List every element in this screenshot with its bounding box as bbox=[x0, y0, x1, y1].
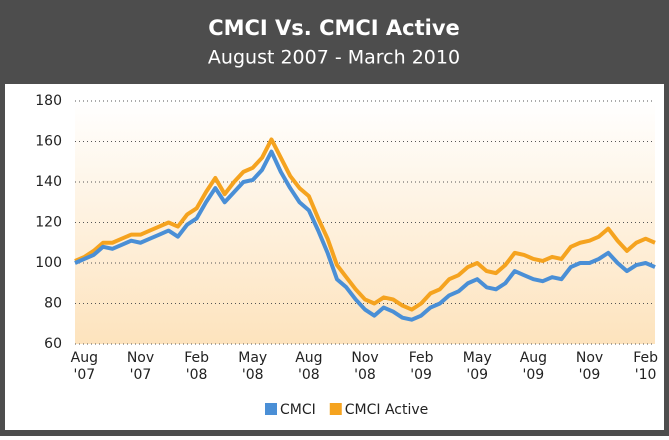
x-tick-label: Aug '08 bbox=[295, 350, 322, 383]
y-tick-label: 180 bbox=[35, 93, 62, 109]
legend-swatch bbox=[265, 403, 277, 415]
y-tick-label: 160 bbox=[35, 134, 62, 150]
y-tick-label: 120 bbox=[35, 215, 62, 231]
x-tick-label: Nov '07 bbox=[127, 350, 154, 383]
x-tick-label: Nov '08 bbox=[351, 350, 378, 383]
series-line bbox=[74, 137, 656, 312]
y-tick-label: 60 bbox=[44, 336, 62, 352]
x-tick-label: Aug '07 bbox=[71, 350, 98, 383]
x-tick-label: Aug '09 bbox=[520, 350, 547, 383]
x-tick-label: Feb '10 bbox=[633, 350, 658, 383]
legend-swatch bbox=[329, 403, 342, 415]
x-tick-label: Feb '09 bbox=[409, 350, 434, 383]
legend-label: CMCI Active bbox=[345, 402, 429, 418]
y-tick-label: 140 bbox=[35, 174, 62, 190]
y-tick-label: 80 bbox=[44, 296, 62, 312]
x-tick-label: May '09 bbox=[463, 350, 492, 383]
x-tick-label: Feb '08 bbox=[184, 350, 209, 383]
chart-title: CMCI Vs. CMCI Active bbox=[208, 16, 460, 40]
series-line bbox=[74, 149, 656, 322]
x-tick-label: Nov '09 bbox=[576, 350, 603, 383]
legend-label: CMCI bbox=[280, 402, 316, 418]
chart-subtitle: August 2007 - March 2010 bbox=[208, 47, 460, 69]
y-tick-label: 100 bbox=[35, 255, 62, 271]
x-tick-label: May '08 bbox=[238, 350, 267, 383]
